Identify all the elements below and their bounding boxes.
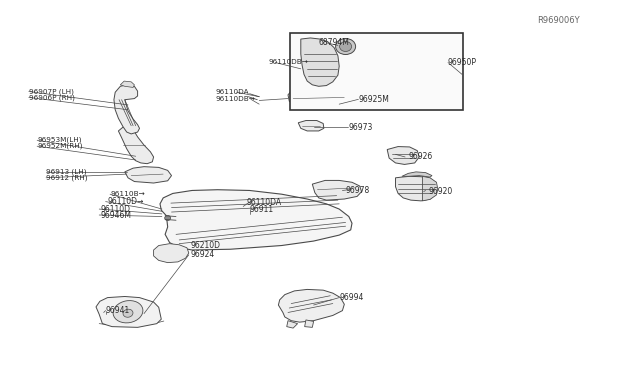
Text: 96110DA: 96110DA	[246, 198, 282, 207]
Text: 96950P: 96950P	[448, 58, 477, 67]
Ellipse shape	[164, 215, 171, 221]
Text: 96110DB→: 96110DB→	[215, 96, 255, 102]
Text: 96110D: 96110D	[100, 205, 131, 214]
Polygon shape	[118, 126, 154, 164]
Text: 96906P (RH): 96906P (RH)	[29, 94, 75, 101]
Polygon shape	[96, 296, 161, 327]
Polygon shape	[160, 190, 352, 250]
Text: 96946M: 96946M	[100, 211, 131, 219]
Text: 96110B→: 96110B→	[110, 191, 145, 197]
Polygon shape	[402, 172, 432, 177]
Polygon shape	[278, 289, 344, 322]
Text: 96978: 96978	[346, 186, 370, 195]
Polygon shape	[120, 81, 134, 87]
Polygon shape	[305, 320, 314, 327]
Ellipse shape	[113, 301, 143, 323]
Text: 96110D→: 96110D→	[108, 197, 144, 206]
Text: 96110DA: 96110DA	[215, 89, 249, 95]
Polygon shape	[387, 147, 419, 164]
Polygon shape	[154, 244, 189, 263]
Polygon shape	[422, 176, 438, 201]
Text: 96994: 96994	[339, 293, 364, 302]
Text: 96920: 96920	[429, 187, 453, 196]
Polygon shape	[287, 321, 298, 328]
Text: 96924: 96924	[190, 250, 214, 259]
Text: 96911: 96911	[250, 205, 274, 214]
Text: 96110DB→: 96110DB→	[269, 60, 308, 65]
Text: 68794M: 68794M	[319, 38, 349, 47]
Bar	[290, 33, 463, 110]
Text: 96973: 96973	[348, 123, 372, 132]
Text: R969006Y: R969006Y	[538, 16, 580, 25]
Text: 96941: 96941	[106, 307, 130, 315]
Text: 96953M(LH): 96953M(LH)	[37, 137, 82, 144]
Polygon shape	[301, 38, 339, 86]
Ellipse shape	[335, 38, 356, 55]
Polygon shape	[312, 180, 362, 200]
Ellipse shape	[340, 42, 351, 51]
Ellipse shape	[123, 309, 133, 317]
Text: 96925M: 96925M	[358, 95, 389, 104]
Text: 96913 (LH): 96913 (LH)	[46, 169, 86, 175]
Polygon shape	[298, 121, 324, 131]
Text: 96912 (RH): 96912 (RH)	[46, 174, 88, 181]
Text: 96926: 96926	[408, 153, 433, 161]
Polygon shape	[114, 85, 140, 134]
Text: 96907P (LH): 96907P (LH)	[29, 88, 74, 95]
Text: 96952M(RH): 96952M(RH)	[37, 143, 83, 150]
Polygon shape	[288, 88, 349, 107]
Polygon shape	[396, 176, 436, 201]
Polygon shape	[125, 167, 172, 183]
Text: 96210D: 96210D	[190, 241, 220, 250]
